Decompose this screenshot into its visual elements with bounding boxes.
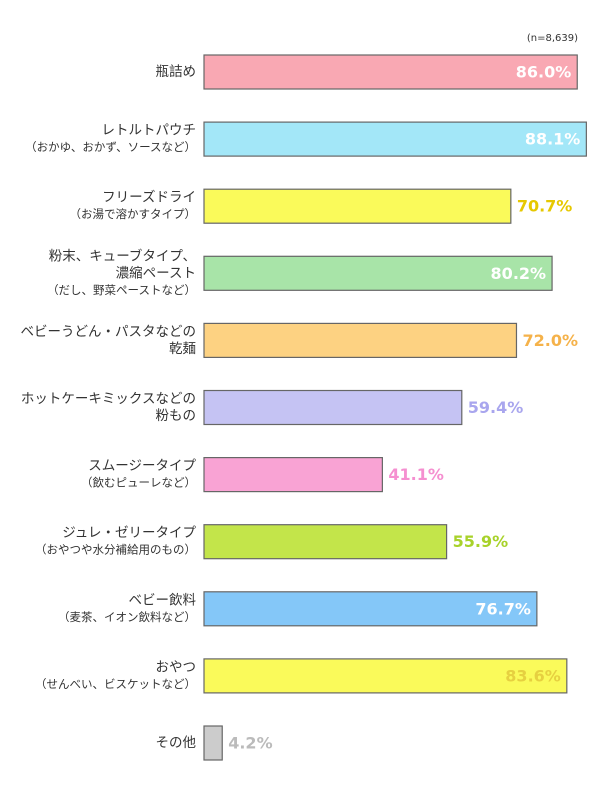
value-label: 72.0% <box>522 331 578 350</box>
category-label: ベビー飲料 <box>129 592 197 608</box>
category-label: ホットケーキミックスなどの <box>21 391 196 407</box>
value-label: 88.1% <box>525 130 581 149</box>
bar <box>203 188 512 224</box>
category-label: スムージータイプ <box>88 458 196 474</box>
category-label: ベビーうどん・パスタなどの <box>21 324 197 340</box>
category-label: 乾麺 <box>169 341 196 357</box>
bar <box>203 457 383 493</box>
bar <box>203 54 578 90</box>
category-label: 濃縮ペースト <box>116 265 196 281</box>
bar <box>203 658 568 694</box>
category-label: （おやつや水分補給用のもの） <box>35 543 196 557</box>
category-label: ジュレ・ゼリータイプ <box>62 525 196 541</box>
value-label: 86.0% <box>516 63 572 82</box>
value-label: 4.2% <box>228 734 272 753</box>
sample-size: (n=8,639) <box>527 33 578 44</box>
value-label: 70.7% <box>517 197 573 216</box>
category-label: 粉もの <box>156 408 197 424</box>
value-label: 41.1% <box>388 465 444 484</box>
bar <box>203 121 587 157</box>
bar <box>203 725 223 761</box>
category-label: おやつ <box>156 659 197 675</box>
category-label: （だし、野菜ペーストなど） <box>47 283 196 297</box>
bar <box>203 322 518 358</box>
bar <box>203 389 463 426</box>
category-label: （お湯で溶かすタイプ） <box>70 207 197 221</box>
value-label: 83.6% <box>505 666 561 685</box>
category-label: フリーズドライ <box>102 190 196 206</box>
category-label: その他 <box>156 735 197 751</box>
category-label: 粉末、キューブタイプ、 <box>49 247 196 264</box>
category-label: レトルトパウチ <box>102 123 197 139</box>
bar <box>203 255 553 291</box>
bar <box>203 591 538 627</box>
value-label: 59.4% <box>468 398 524 417</box>
category-label: 瓶詰め <box>156 64 197 80</box>
category-label: （麦茶、イオン飲料など） <box>58 610 196 624</box>
value-label: 76.7% <box>475 599 531 618</box>
bar <box>203 524 448 560</box>
category-label: （せんべい、ビスケットなど） <box>35 677 196 691</box>
category-label: （おかゆ、おかず、ソースなど） <box>25 140 196 154</box>
value-label: 80.2% <box>491 264 547 283</box>
value-label: 55.9% <box>453 532 509 551</box>
category-label: （飲むピューレなど） <box>81 476 196 490</box>
